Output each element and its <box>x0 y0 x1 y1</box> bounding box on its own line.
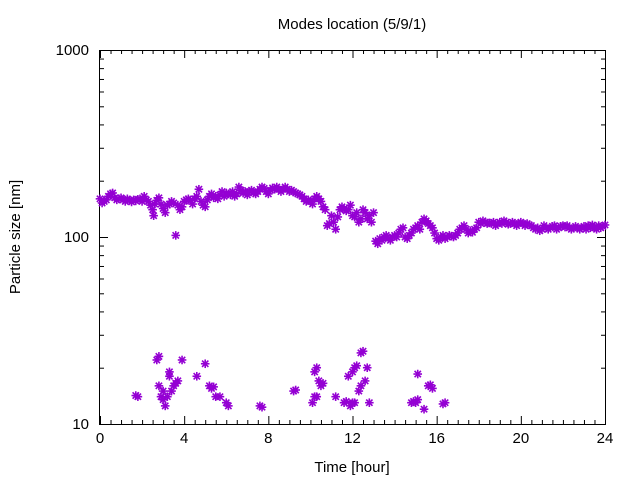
data-point <box>369 208 378 217</box>
y-tick-label: 10 <box>72 416 89 433</box>
y-tick-label: 100 <box>64 229 89 246</box>
x-axis-label: Time [hour] <box>314 459 389 476</box>
data-point <box>194 184 204 194</box>
data-point <box>291 385 300 395</box>
data-point <box>362 363 372 373</box>
data-point <box>413 395 423 404</box>
data-point <box>200 202 210 212</box>
data-point <box>160 208 170 217</box>
data-point <box>352 208 362 217</box>
data-point <box>413 369 423 379</box>
x-tick-label: 12 <box>344 430 361 447</box>
data-point <box>600 220 610 230</box>
data-point <box>352 361 362 371</box>
data-point <box>365 398 374 407</box>
data-point <box>158 386 168 396</box>
data-point <box>160 401 170 411</box>
x-tick-label: 24 <box>597 430 614 447</box>
data-point <box>440 398 450 407</box>
axis-ticks <box>100 50 606 425</box>
x-tick-label: 16 <box>428 430 445 447</box>
data-point <box>224 401 233 411</box>
data-point <box>163 392 172 401</box>
data-point <box>346 200 355 210</box>
data-point <box>200 359 210 369</box>
data-points <box>95 182 610 414</box>
x-tick-labels: 0 4 8 12 16 20 24 <box>96 430 614 447</box>
data-point <box>415 224 425 234</box>
data-point <box>428 384 437 393</box>
y-tick-label: 1000 <box>56 42 89 59</box>
data-point <box>192 371 202 381</box>
data-point <box>209 382 218 392</box>
data-point <box>398 223 408 233</box>
data-point <box>318 379 328 388</box>
data-point <box>154 193 164 203</box>
x-tick-label: 8 <box>264 430 272 447</box>
data-point <box>215 392 225 401</box>
data-point <box>177 355 187 365</box>
data-point <box>367 217 376 227</box>
data-point <box>350 398 359 407</box>
data-point <box>149 211 158 220</box>
data-point <box>131 391 141 400</box>
data-point <box>312 363 322 373</box>
chart-title: Modes location (5/9/1) <box>278 16 426 33</box>
data-point <box>331 224 340 234</box>
x-tick-label: 0 <box>96 430 104 447</box>
x-tick-label: 20 <box>512 430 529 447</box>
data-point <box>320 205 330 214</box>
data-point <box>419 404 429 414</box>
data-point <box>360 376 370 386</box>
data-point <box>173 376 183 386</box>
data-point <box>308 398 317 407</box>
data-point <box>333 212 343 222</box>
x-tick-label: 4 <box>180 430 188 447</box>
data-point <box>165 367 174 377</box>
data-point <box>154 352 164 361</box>
y-axis-label: Particle size [nm] <box>7 180 24 294</box>
data-point <box>232 189 242 199</box>
data-point <box>171 231 181 240</box>
data-point <box>327 211 336 220</box>
y-tick-labels: 10 100 1000 <box>56 42 89 433</box>
data-point <box>312 392 322 401</box>
data-point <box>331 392 340 401</box>
data-point <box>257 402 267 412</box>
data-point <box>358 346 368 356</box>
